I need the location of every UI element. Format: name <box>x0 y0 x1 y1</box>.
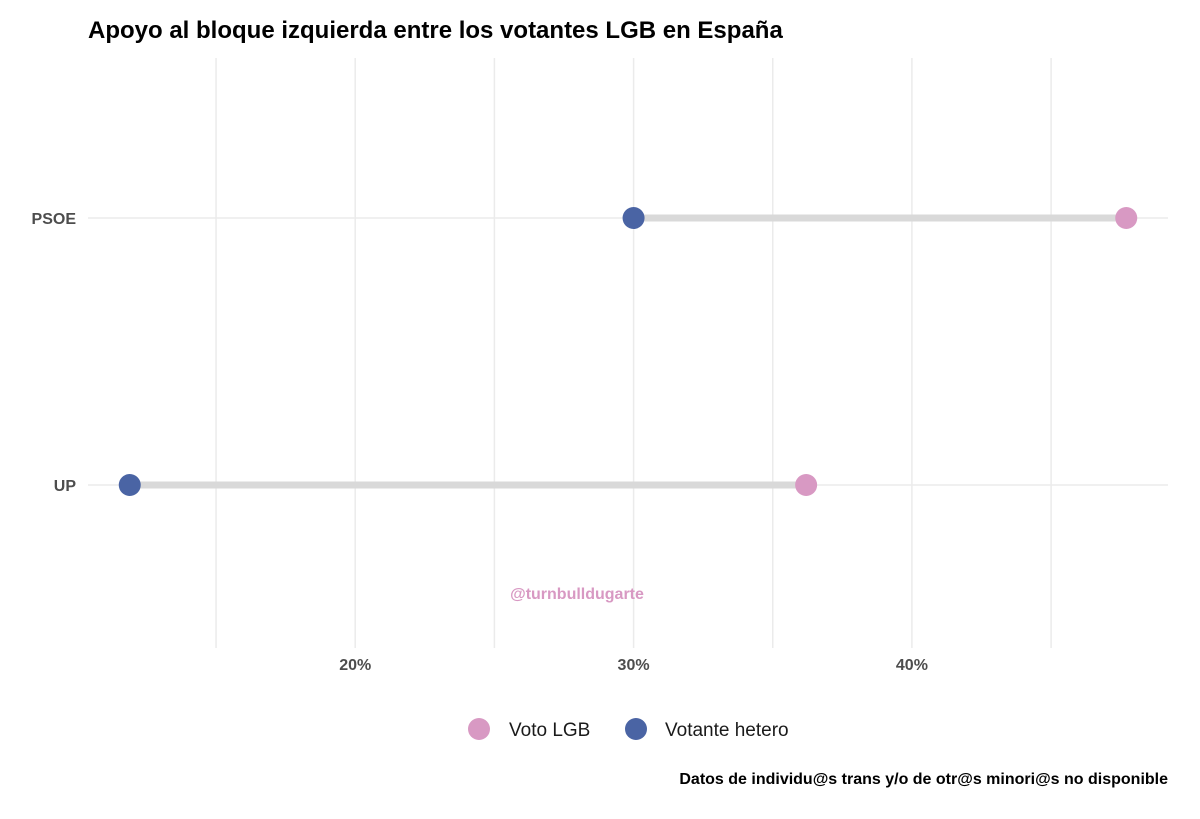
point-layer <box>118 207 1138 496</box>
data-point <box>1115 207 1138 229</box>
watermark-text: @turnbulldugarte <box>510 586 644 603</box>
y-tick-label: UP <box>54 478 77 495</box>
x-tick-label: 40% <box>896 657 928 674</box>
legend: Voto LGB Votante hetero <box>468 718 789 741</box>
x-tick-label: 30% <box>618 657 650 674</box>
legend-label-votante-hetero: Votante hetero <box>665 720 789 741</box>
legend-label-voto-lgb: Voto LGB <box>509 720 590 741</box>
y-tick-label: PSOE <box>32 211 77 228</box>
legend-swatch-voto-lgb <box>468 718 490 740</box>
legend-swatch-votante-hetero <box>625 718 647 740</box>
data-point <box>622 207 645 229</box>
data-point <box>118 474 141 496</box>
axis-layer: PSOE UP 20% 30% 40% <box>32 211 928 674</box>
x-tick-label: 20% <box>339 657 371 674</box>
chart-title: Apoyo al bloque izquierda entre los vota… <box>88 17 783 44</box>
grid-layer <box>88 58 1168 648</box>
data-point <box>795 474 818 496</box>
segment-layer <box>129 214 1127 489</box>
chart-caption: Datos de individu@s trans y/o de otr@s m… <box>679 771 1168 788</box>
